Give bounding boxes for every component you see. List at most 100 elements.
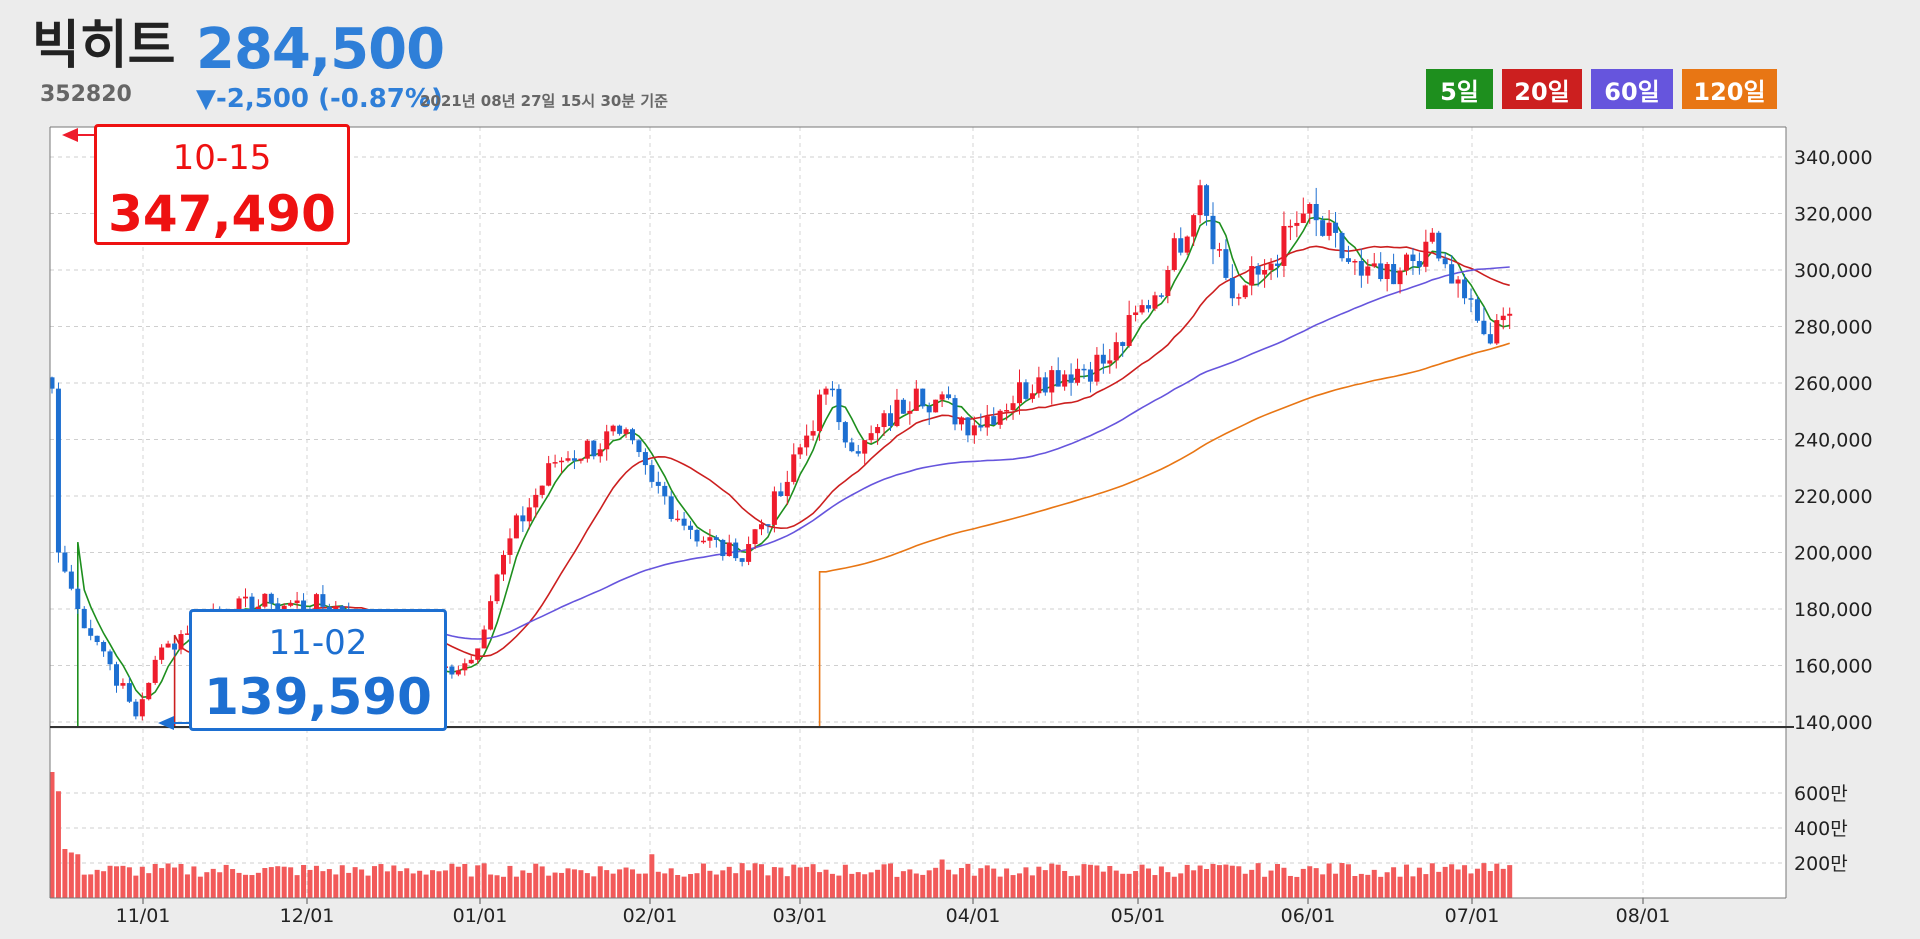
volume-bar [455, 866, 461, 898]
candle-body [875, 427, 881, 434]
candle-body [1423, 241, 1429, 267]
candle-body [1178, 238, 1184, 253]
candle-body [829, 388, 835, 391]
volume-bar [791, 864, 797, 898]
volume-bar [584, 873, 590, 898]
volume-bar [1146, 868, 1151, 898]
volume-bar [939, 859, 945, 898]
candle-body [62, 552, 68, 572]
candle-body [700, 540, 706, 543]
candle-body [836, 388, 842, 423]
candle-body [655, 481, 661, 486]
volume-bar [204, 872, 210, 898]
volume-bar [817, 872, 823, 898]
volume-bar [617, 869, 623, 898]
volume-bar [384, 871, 390, 898]
volume-bar [784, 876, 790, 898]
volume-bar [1152, 875, 1158, 898]
candle-body [810, 431, 816, 436]
candle-body [604, 431, 610, 450]
legend-60day-button[interactable]: 60일 [1591, 69, 1673, 109]
candle-body [133, 701, 139, 717]
candle-body [1281, 226, 1287, 266]
candle-body [1468, 298, 1474, 300]
legend-20day-button[interactable]: 20일 [1502, 69, 1582, 109]
volume-bar [404, 868, 410, 898]
volume-bar [133, 875, 139, 898]
volume-bar [649, 854, 655, 898]
volume-bar [868, 872, 874, 898]
volume-bar [565, 868, 571, 898]
candle-body [1507, 313, 1513, 316]
volume-bar [1094, 865, 1100, 898]
volume-bar [94, 869, 100, 898]
volume-bar [1294, 876, 1300, 898]
candle-body [146, 682, 152, 700]
candle-body [249, 596, 255, 616]
ma-line-5 [77, 216, 1510, 727]
high-marker-icon [62, 128, 78, 142]
volume-bar [243, 874, 248, 898]
candle-body [1126, 315, 1132, 346]
volume-bar [359, 869, 365, 898]
volume-bar [101, 871, 107, 898]
candle-body [107, 651, 113, 665]
volume-bar [668, 868, 674, 898]
volume-bar [571, 869, 577, 898]
volume-bar [120, 865, 126, 898]
volume-bar [1339, 863, 1345, 898]
volume-bar [855, 872, 861, 898]
volume-bar [1313, 868, 1319, 898]
volume-bar [320, 871, 326, 898]
candle-body [481, 629, 487, 649]
candle-body [101, 641, 107, 652]
candle-body [49, 377, 55, 389]
candle-body [1197, 185, 1203, 216]
candle-body [1029, 393, 1035, 399]
volume-bar [804, 866, 810, 898]
candle-body [539, 485, 545, 495]
candle-body [468, 659, 474, 664]
volume-bar [894, 876, 900, 898]
volume-bar [881, 864, 887, 898]
candle-body [526, 507, 532, 522]
candle-body [455, 670, 461, 675]
price-tick-label: 280,000 [1794, 317, 1873, 339]
candle-body [894, 399, 900, 427]
volume-bar [1436, 871, 1442, 898]
volume-bar [1442, 866, 1448, 898]
volume-bar [604, 870, 610, 898]
volume-bar [836, 875, 842, 898]
volume-bar [888, 863, 893, 898]
volume-bar [513, 876, 519, 898]
price-tick-label: 300,000 [1794, 260, 1873, 282]
candle-body [55, 388, 61, 553]
volume-bar [1423, 874, 1429, 898]
volume-bar [1229, 865, 1235, 898]
date-tick-label: 01/01 [453, 905, 508, 927]
date-tick-label: 08/01 [1616, 905, 1671, 927]
volume-bar [1113, 870, 1119, 898]
volume-bar [1126, 873, 1132, 898]
date-tick-label: 11/01 [116, 905, 171, 927]
candle-body [958, 417, 964, 425]
candle-body [855, 451, 861, 454]
candle-body [694, 529, 700, 542]
candle-body [281, 605, 287, 611]
volume-bar [797, 867, 803, 898]
candle-body [1442, 258, 1448, 265]
candle-body [268, 593, 274, 604]
volume-bar [810, 864, 816, 898]
candle-body [1042, 377, 1048, 393]
candle-body [649, 465, 655, 482]
legend-5day-button[interactable]: 5일 [1426, 69, 1493, 109]
volume-bar [62, 849, 68, 898]
candle-body [1216, 249, 1222, 251]
candle-body [1107, 360, 1113, 364]
candle-body [546, 463, 552, 486]
legend-120day-button[interactable]: 120일 [1682, 69, 1777, 109]
candle-body [617, 425, 623, 434]
volume-bar [326, 869, 332, 898]
candle-body [1345, 258, 1351, 262]
volume-bar [1384, 872, 1390, 898]
